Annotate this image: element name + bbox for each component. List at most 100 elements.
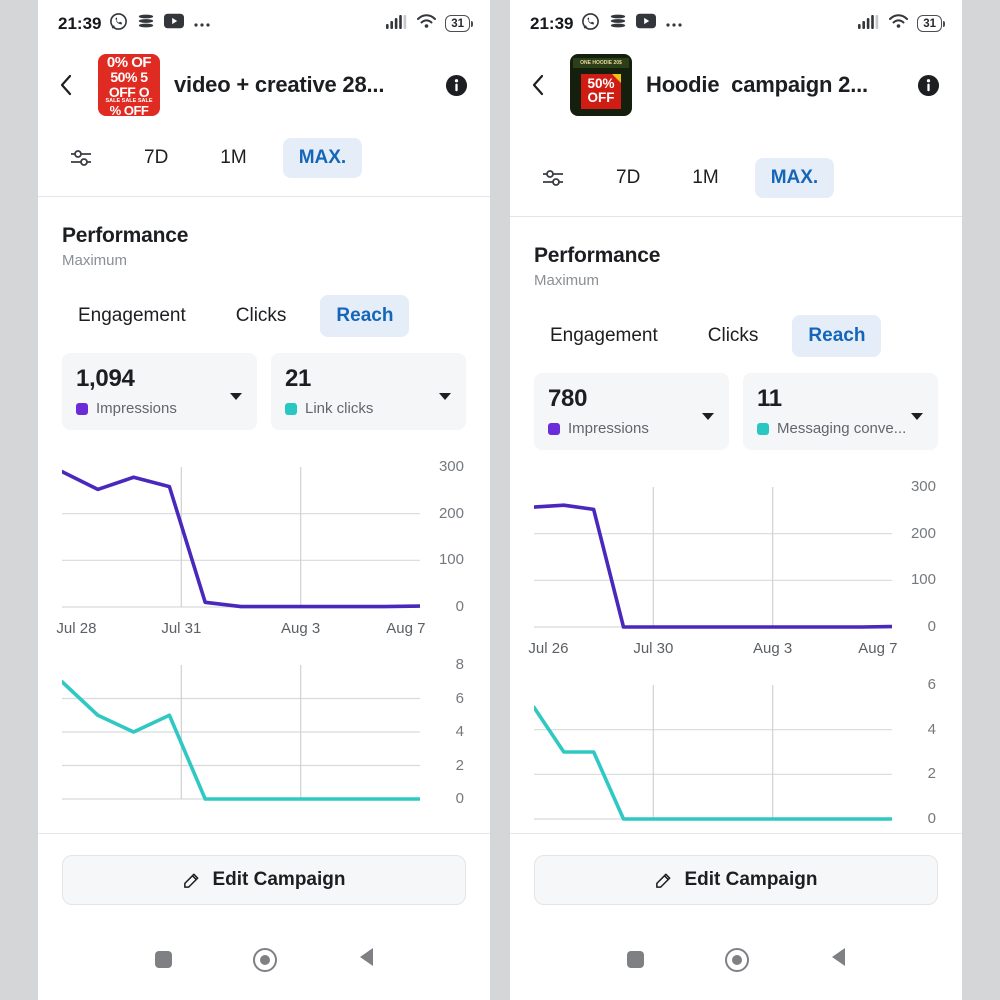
stat-card-messaging[interactable]: 11 Messaging conve...: [743, 373, 938, 450]
signal-icon: [858, 13, 880, 34]
chevron-down-icon[interactable]: [910, 408, 924, 426]
wifi-icon: [888, 13, 909, 34]
x-axis-tick: Aug 7: [386, 620, 426, 637]
metric-tabs: Engagement Clicks Reach: [534, 315, 938, 357]
line-chart-svg: [62, 467, 420, 609]
edit-campaign-button[interactable]: Edit Campaign: [62, 855, 466, 905]
filters-icon[interactable]: [68, 147, 94, 169]
back-triangle-icon[interactable]: [358, 947, 374, 972]
back-button[interactable]: [522, 72, 556, 98]
line-chart-svg: [534, 487, 892, 629]
line-chart-svg: [62, 665, 420, 801]
edit-campaign-button[interactable]: Edit Campaign: [534, 855, 938, 905]
range-7d[interactable]: 7D: [144, 147, 169, 168]
impressions-dot: [548, 422, 560, 435]
stat-value: 11: [757, 385, 782, 412]
messaging-dot: [757, 422, 769, 435]
divider: [38, 196, 490, 197]
tab-clicks[interactable]: Clicks: [235, 305, 287, 326]
chevron-down-icon[interactable]: [701, 408, 715, 426]
link-clicks-chart: 8 6 4 2 0: [62, 656, 466, 807]
edit-campaign-label: Edit Campaign: [212, 869, 346, 890]
line-chart-plot: [534, 484, 892, 630]
thumb-text: SALE SALE SALE: [105, 97, 153, 104]
pencil-icon: [656, 873, 671, 888]
home-icon[interactable]: [252, 947, 277, 972]
performance-subheading: Maximum: [534, 272, 600, 289]
performance-section: Performance Maximum Engagement Clicks Re…: [38, 197, 490, 807]
clock: 21:39: [58, 13, 102, 33]
phone-panel-right: 21:39 31 ONE HOODIE 20$ 50% OFF Hoodie c…: [510, 0, 962, 1000]
stat-label: Impressions: [568, 420, 649, 437]
wifi-icon: [416, 13, 437, 34]
campaign-header: 0% OF 50% 5 OFF O SALE SALE SALE % OFF v…: [38, 34, 490, 132]
thumb-text: OFF O: [108, 83, 150, 100]
whatsapp-icon: [581, 12, 600, 36]
tab-engagement[interactable]: Engagement: [550, 325, 658, 346]
impressions-dot: [76, 402, 88, 415]
x-axis-tick: Jul 30: [633, 640, 674, 657]
line-chart-svg: [534, 685, 892, 821]
battery-icon: 31: [445, 15, 473, 32]
range-1m[interactable]: 1M: [692, 167, 719, 188]
campaign-title: video + creative 28...: [174, 72, 385, 97]
range-max[interactable]: MAX.: [754, 158, 835, 198]
tab-reach[interactable]: Reach: [320, 295, 410, 337]
youtube-icon: [636, 13, 657, 34]
campaign-header: ONE HOODIE 20$ 50% OFF Hoodie campaign 2…: [510, 34, 962, 132]
recents-icon[interactable]: [154, 951, 172, 968]
recents-icon[interactable]: [626, 951, 644, 968]
stat-value: 780: [548, 385, 588, 412]
chevron-down-icon[interactable]: [229, 388, 243, 406]
more-notifications-icon: [193, 15, 211, 33]
footer: Edit Campaign: [510, 833, 962, 925]
footer: Edit Campaign: [38, 833, 490, 925]
y-axis-tick: 4: [455, 723, 464, 740]
performance-subheading: Maximum: [62, 252, 128, 269]
range-7d[interactable]: 7D: [616, 167, 641, 188]
filters-icon[interactable]: [540, 167, 566, 189]
y-axis-tick: 2: [455, 756, 464, 774]
more-notifications-icon: [665, 15, 683, 33]
y-axis-tick: 2: [927, 765, 936, 783]
chevron-down-icon[interactable]: [438, 388, 452, 406]
x-axis-labels: Jul 26 Jul 30 Aug 3 Aug 7: [528, 640, 897, 662]
performance-heading: Performance: [62, 224, 189, 247]
impressions-chart: 300 200 100 0 Jul 28 Jul 31 Aug 3 Aug 7: [56, 458, 466, 642]
time-range-bar: 7D 1M MAX.: [38, 132, 490, 196]
stat-label: Link clicks: [305, 400, 374, 417]
y-axis-labels: 300 200 100 0: [892, 478, 938, 635]
x-axis-tick: Aug 7: [858, 640, 898, 657]
back-button[interactable]: [50, 72, 84, 98]
range-1m[interactable]: 1M: [220, 147, 247, 168]
campaign-thumbnail: 0% OF 50% 5 OFF O SALE SALE SALE % OFF: [98, 54, 160, 116]
stat-card-link-clicks[interactable]: 21 Link clicks: [271, 353, 466, 430]
messaging-chart: 6 4 2 0: [534, 676, 938, 827]
tab-engagement[interactable]: Engagement: [78, 305, 186, 326]
youtube-icon: [164, 13, 185, 34]
info-icon[interactable]: [445, 74, 468, 97]
thumb-text: 50%: [587, 76, 615, 91]
tab-clicks[interactable]: Clicks: [707, 325, 759, 346]
stat-card-impressions[interactable]: 1,094 Impressions: [62, 353, 257, 430]
x-axis-tick: Jul 26: [528, 640, 569, 657]
stat-label: Impressions: [96, 400, 177, 417]
home-icon[interactable]: [724, 947, 749, 972]
campaign-title: Hoodie campaign 2...: [646, 72, 868, 97]
x-axis-tick: Aug 3: [281, 620, 321, 637]
y-axis-tick: 200: [438, 504, 464, 522]
y-axis-tick: 0: [927, 810, 936, 827]
y-axis-tick: 200: [910, 524, 936, 542]
impressions-chart: 300 200 100 0 Jul 26 Jul 30 Aug 3 Aug 7: [528, 478, 938, 662]
range-max[interactable]: MAX.: [282, 138, 363, 178]
tab-reach[interactable]: Reach: [792, 315, 882, 357]
line-chart-plot: [62, 662, 420, 802]
divider: [510, 216, 962, 217]
performance-section: Performance Maximum Engagement Clicks Re…: [510, 217, 962, 827]
back-triangle-icon[interactable]: [830, 947, 846, 972]
thumb-discount-badge: 50% OFF: [581, 74, 621, 110]
thumb-text: 0% OF: [106, 54, 152, 71]
y-axis-tick: 0: [455, 790, 464, 807]
info-icon[interactable]: [917, 74, 940, 97]
stat-card-impressions[interactable]: 780 Impressions: [534, 373, 729, 450]
